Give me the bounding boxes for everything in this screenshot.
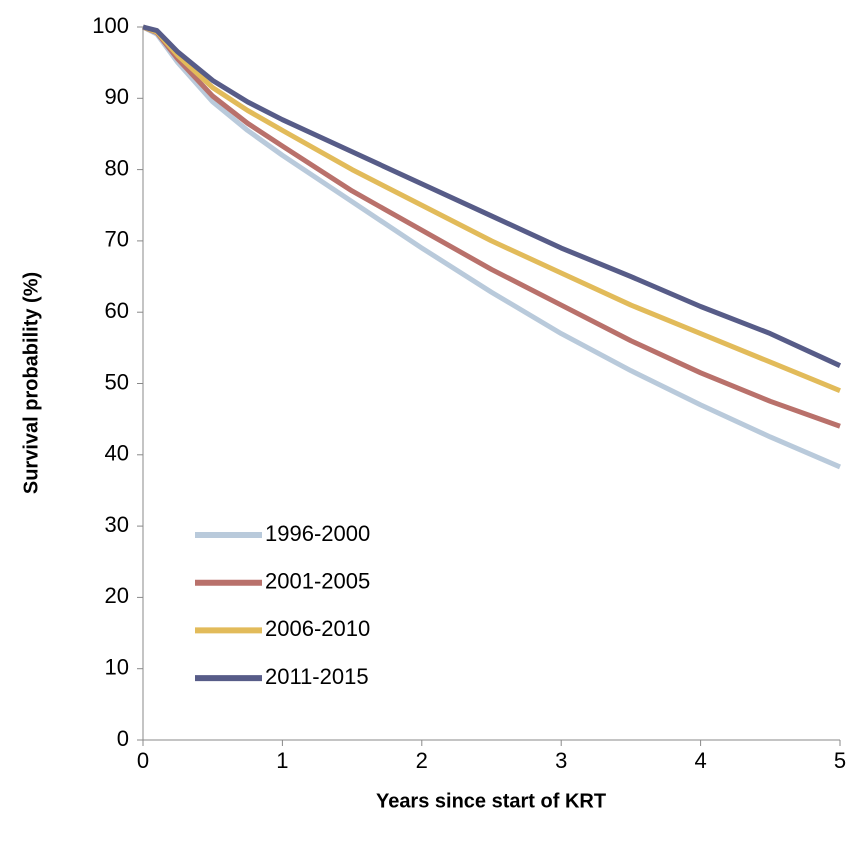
series-line: [142, 24, 841, 429]
y-tick-label: 30: [105, 512, 129, 537]
legend-label: 1996-2000: [265, 521, 370, 546]
legend-label: 2006-2010: [265, 616, 370, 641]
y-tick-label: 70: [105, 227, 129, 252]
legend-label: 2001-2005: [265, 569, 370, 594]
x-tick-label: 2: [416, 748, 428, 773]
series-line: [141, 24, 841, 470]
series-line: [142, 24, 842, 368]
legend-label: 2011-2015: [265, 664, 369, 689]
y-tick-label: 0: [117, 726, 129, 751]
y-tick-label: 100: [92, 13, 129, 38]
y-axis-title: Survival probability (%): [20, 272, 42, 494]
x-axis-title: Years since start of KRT: [376, 790, 606, 812]
x-tick-label: 3: [555, 748, 567, 773]
x-tick-label: 5: [834, 748, 846, 773]
x-tick-label: 4: [694, 748, 706, 773]
y-tick-label: 40: [105, 441, 129, 466]
y-tick-label: 20: [105, 583, 129, 608]
y-tick-label: 10: [105, 655, 129, 680]
x-tick-label: 0: [137, 748, 149, 773]
y-tick-label: 80: [105, 155, 129, 180]
y-tick-label: 90: [105, 84, 129, 109]
y-tick-label: 60: [105, 298, 129, 323]
x-tick-label: 1: [276, 748, 288, 773]
series-line: [142, 24, 841, 393]
y-tick-label: 50: [105, 369, 129, 394]
